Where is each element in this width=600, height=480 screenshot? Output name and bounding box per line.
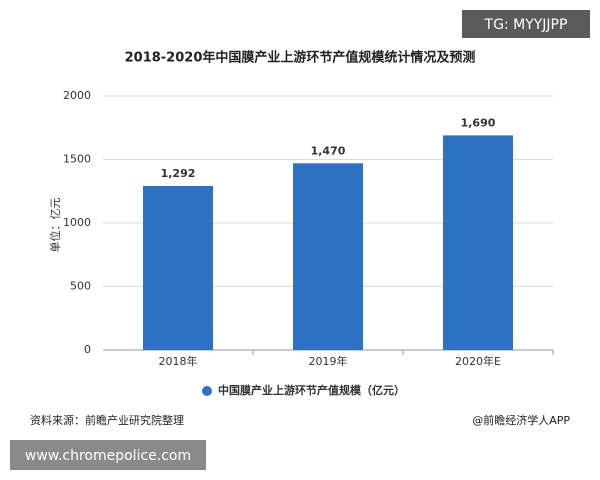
y-axis-label: 单位：亿元 [48, 198, 62, 253]
y-tick-label: 2000 [63, 89, 91, 102]
x-tick-label: 2020年E [455, 354, 501, 368]
watermark: www.chromepolice.com [25, 448, 191, 464]
legend-marker [202, 386, 212, 396]
bar [143, 185, 213, 350]
legend-label: 中国膜产业上游环节产值规模（亿元） [218, 383, 405, 397]
source: 资料来源：前瞻产业研究院整理 [30, 413, 184, 427]
y-tick-label: 500 [70, 280, 91, 293]
value-label: 1,292 [161, 167, 196, 180]
chart-title: 2018-2020年中国膜产业上游环节产值规模统计情况及预测 [125, 50, 476, 66]
bar [443, 135, 513, 350]
bar [293, 163, 363, 350]
watermark: TG: MYYJJPP [484, 17, 568, 33]
watermark-box [462, 10, 590, 38]
y-tick-label: 1500 [63, 153, 91, 166]
credit: @前瞻经济学人APP [472, 413, 570, 427]
y-tick-label: 1000 [63, 216, 91, 229]
watermark-box [10, 440, 206, 470]
value-label: 1,690 [461, 116, 496, 129]
value-label: 1,470 [311, 144, 346, 157]
x-tick-label: 2018年 [159, 354, 198, 368]
x-tick-label: 2019年 [309, 354, 348, 368]
y-tick-label: 0 [84, 343, 91, 356]
